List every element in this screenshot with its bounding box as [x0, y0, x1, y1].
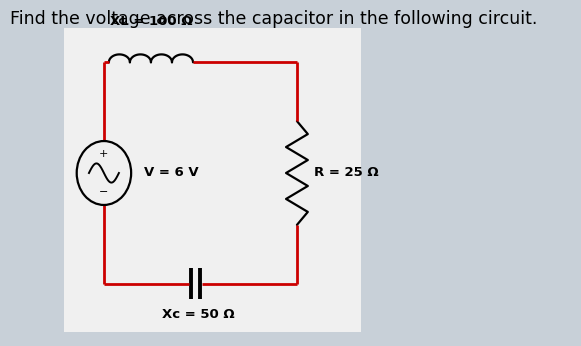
Text: +: + — [99, 149, 109, 159]
Text: V = 6 V: V = 6 V — [144, 166, 198, 180]
Text: XL = 100 Ω: XL = 100 Ω — [110, 15, 192, 28]
Text: Find the voltage across the capacitor in the following circuit.: Find the voltage across the capacitor in… — [10, 10, 537, 28]
Text: Xc = 50 Ω: Xc = 50 Ω — [162, 308, 234, 321]
Text: −: − — [99, 187, 109, 197]
Text: R = 25 Ω: R = 25 Ω — [314, 166, 379, 180]
FancyBboxPatch shape — [64, 28, 361, 332]
